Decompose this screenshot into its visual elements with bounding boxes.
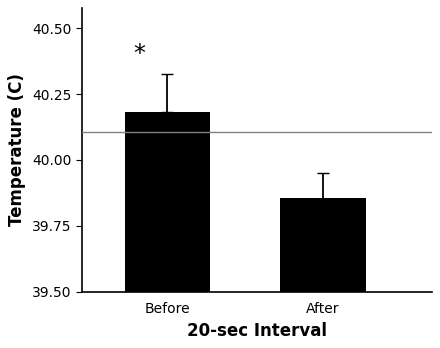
X-axis label: 20-sec Interval: 20-sec Interval <box>187 322 327 340</box>
Text: *: * <box>133 42 145 66</box>
Bar <box>280 198 366 292</box>
Bar <box>125 112 210 292</box>
Y-axis label: Temperature (C): Temperature (C) <box>8 73 26 227</box>
